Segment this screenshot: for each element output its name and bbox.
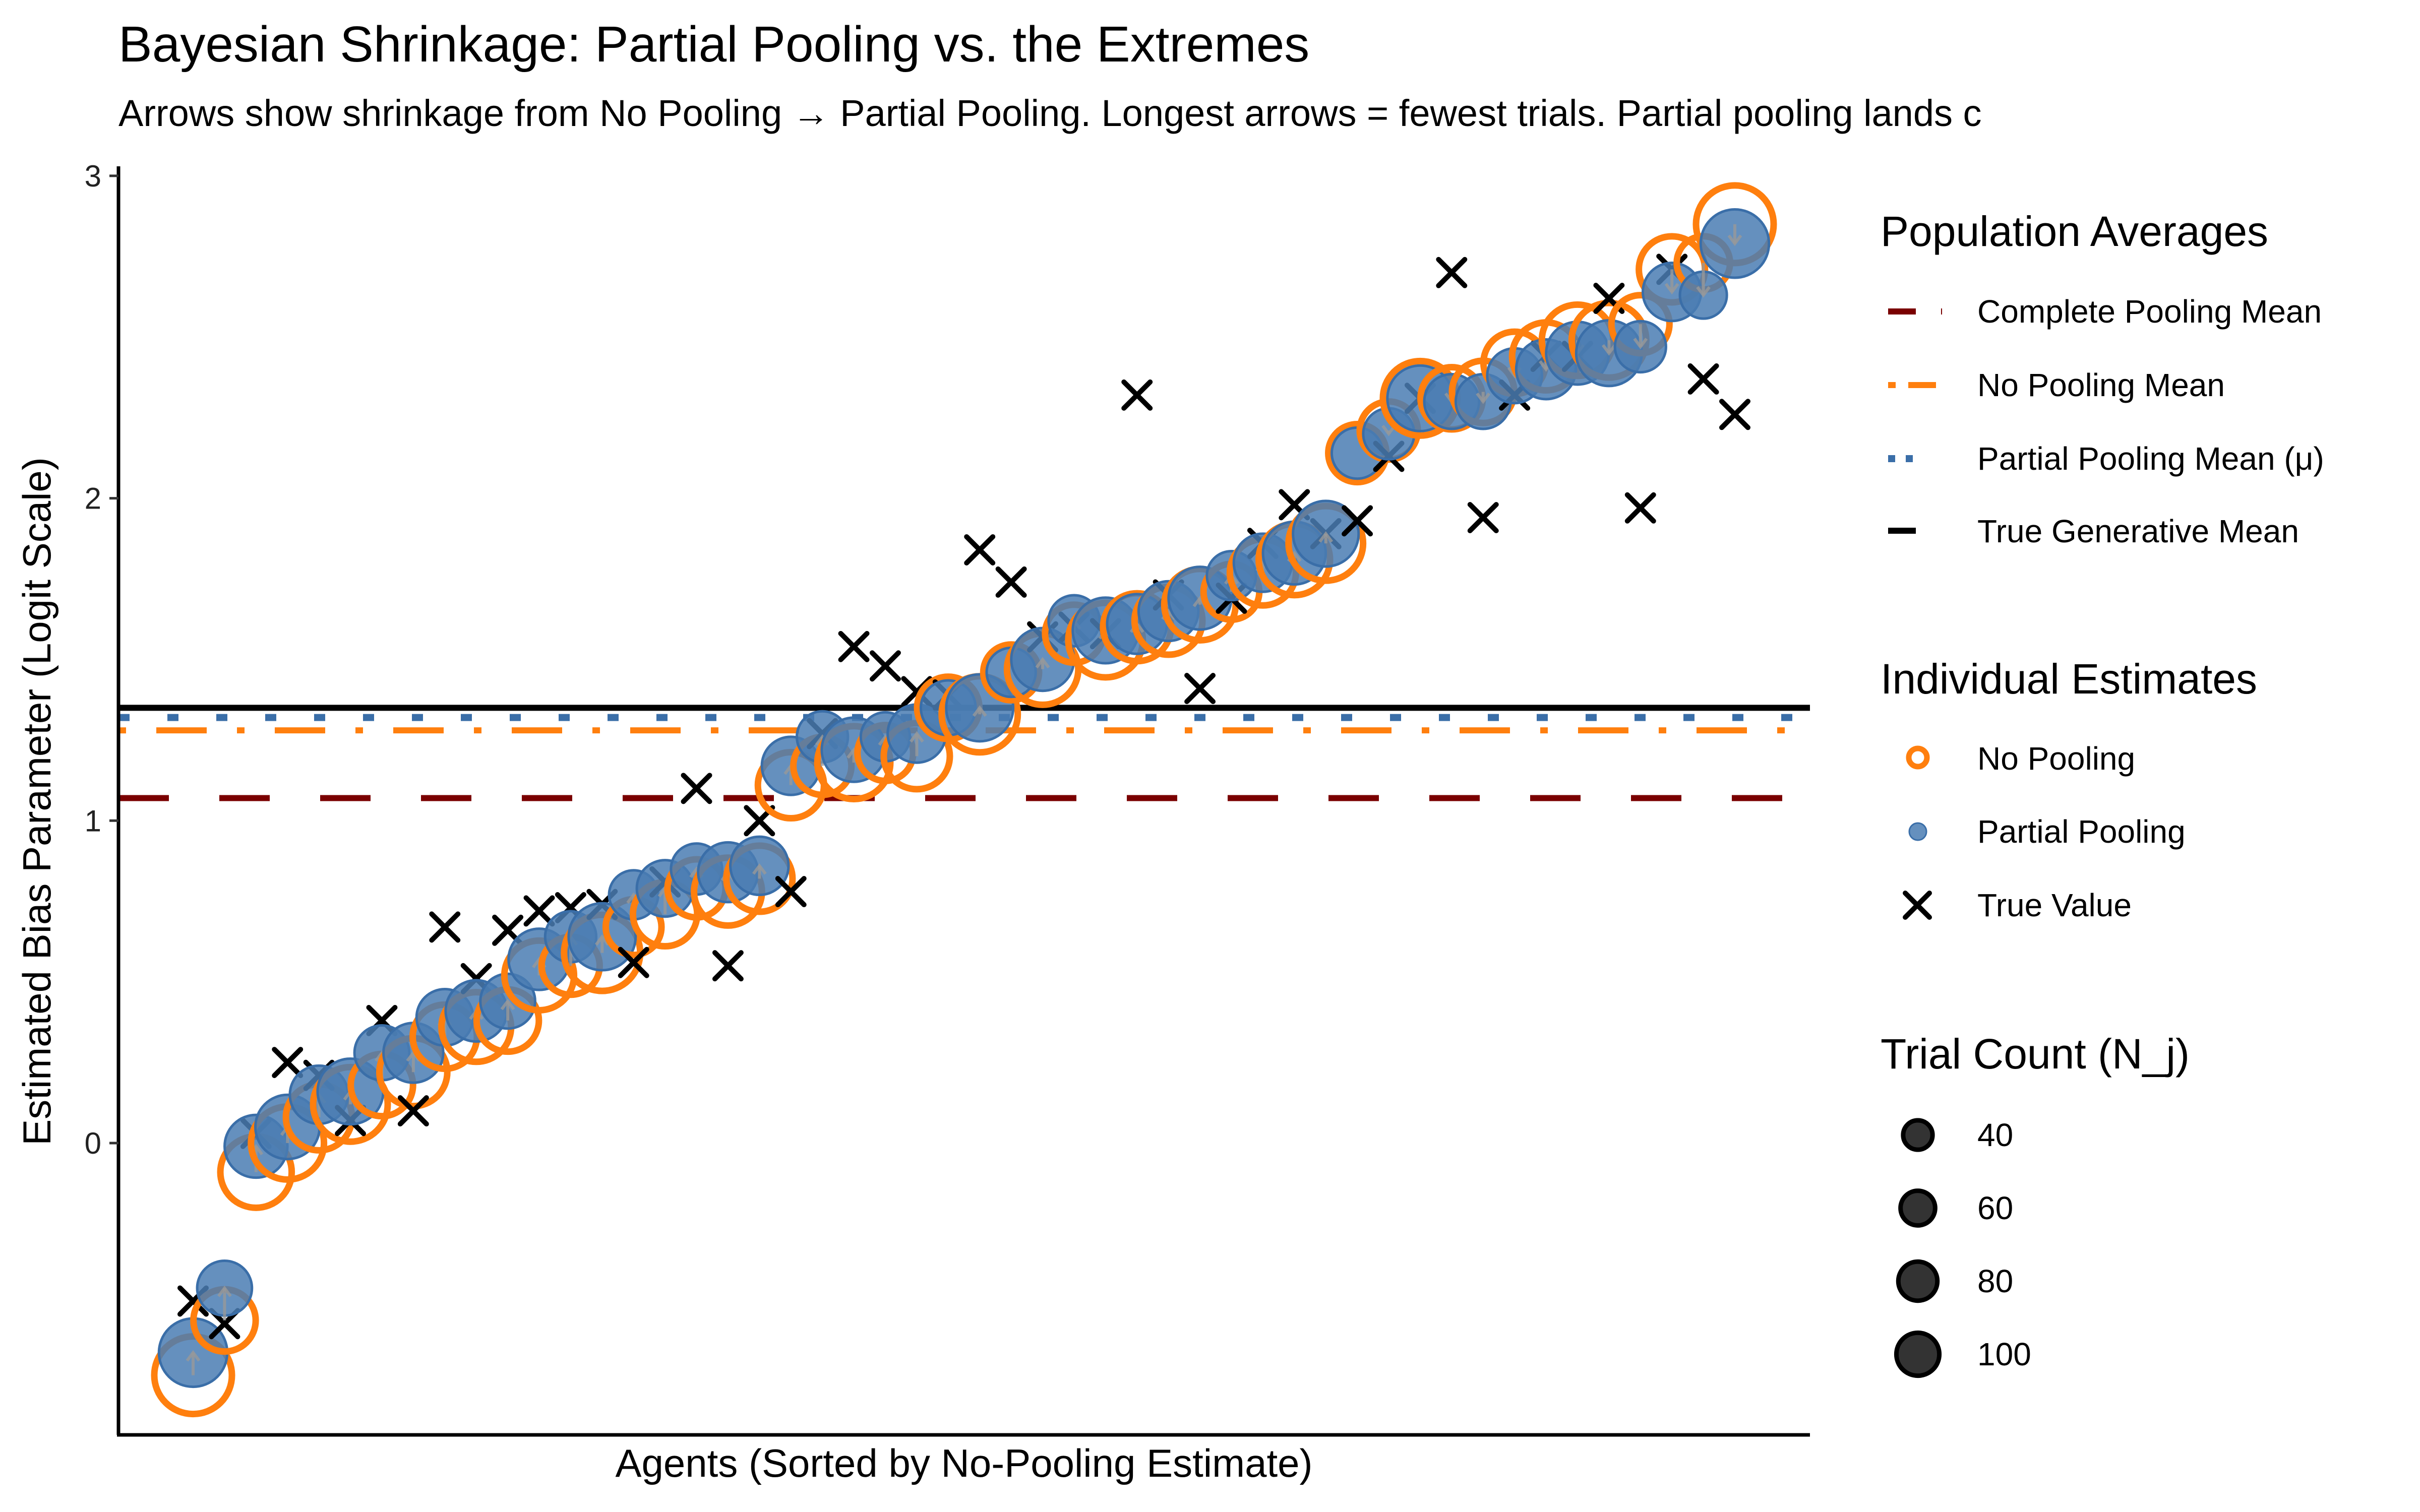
legend-label: No Pooling Mean [1977,367,2225,403]
true-value-point [523,895,555,927]
shrinkage-arrowhead [1633,338,1648,349]
true-value-point [964,534,996,565]
legend-label: Complete Pooling Mean [1977,293,2322,330]
shrinkage-arrowhead [1727,234,1742,246]
shrinkage-arrowhead [1601,344,1616,356]
legend-item-true-value: True Value [1903,887,2132,923]
shrinkage-arrowhead [1318,531,1334,543]
shrinkage-arrowhead [1381,424,1396,436]
legend-label: Partial Pooling Mean (μ) [1977,440,2324,477]
shrinkage-arrowhead [1035,657,1050,669]
shrinkage-arrowhead [909,731,924,743]
legend-label: True Value [1977,887,2132,923]
legend-item-complete-pooling-mean: Complete Pooling Mean [1888,293,2322,330]
size-legend-circle [1894,1330,1942,1378]
size-legend-circle [1896,1259,1940,1303]
shrinkage-arrowhead [972,705,987,717]
true-value-point [1342,505,1373,537]
true-value-point [1467,501,1499,533]
shrinkage-arrowhead [594,934,610,946]
shrinkage-arrowhead [186,1350,201,1362]
legend-title: Population Averages [1881,208,2268,255]
legend-item-no-pooling: No Pooling [1906,740,2135,777]
shrinkage-arrowhead [752,863,767,875]
agent-group [1608,292,1673,524]
true-value-point [995,566,1027,598]
shrinkage-arrowhead [500,998,515,1011]
size-legend-circle [1898,1188,1938,1228]
filled-circle-icon [1908,822,1927,841]
true-value-point [775,876,807,908]
legend-item-partial-pooling: Partial Pooling [1908,813,2186,850]
dotted-line-swatch-icon [1888,455,1895,462]
size-legend-circle [1901,1118,1935,1152]
y-axis-ticks: 0 1 2 3 [85,159,118,1160]
legend-trial-count: Trial Count (N_j) 40 60 80 100 [1881,1030,2190,1378]
shrinkage-arrowhead [1696,286,1711,298]
legend-title: Individual Estimates [1881,655,2257,703]
size-legend-label: 40 [1977,1117,2013,1153]
shrinkage-arrowhead [1476,392,1491,404]
agent-group [723,805,796,915]
size-legend-label: 100 [1977,1336,2031,1372]
cross-icon [1903,891,1932,920]
legend-title: Trial Count (N_j) [1881,1030,2190,1078]
agent-group [1285,499,1367,584]
true-value-point [1687,363,1719,395]
agent-group [190,1259,259,1355]
chart-title: Bayesian Shrinkage: Partial Pooling vs. … [118,16,1309,73]
true-value-point [397,1095,429,1127]
y-tick-label: 2 [85,482,101,516]
open-circle-icon [1906,745,1930,770]
shrinkage-arrowhead [1664,283,1679,295]
size-legend-label: 60 [1977,1190,2013,1226]
agent-group [1692,182,1777,430]
legend-label: Partial Pooling [1977,813,2186,850]
true-value-point [618,947,649,978]
y-tick-label: 0 [85,1126,101,1160]
legend-label: No Pooling [1977,740,2135,777]
legend-population-averages: Population Averages Complete Pooling Mea… [1881,208,2324,549]
legend-item-true-generative-mean: True Generative Mean [1888,513,2299,549]
legend-label: True Generative Mean [1977,513,2299,549]
y-tick-label: 3 [85,159,101,193]
true-value-point [1624,492,1656,524]
chart-subtitle: Arrows show shrinkage from No Pooling → … [118,92,1982,134]
true-value-point [869,650,901,682]
y-tick-label: 1 [85,804,101,838]
true-value-point [838,631,870,662]
true-value-point [1436,257,1468,288]
legend-individual-estimates: Individual Estimates No Pooling Partial … [1881,655,2257,923]
size-legend-items: 40 60 80 100 [1894,1117,2031,1378]
true-value-point [272,1047,304,1079]
true-value-point [1121,379,1153,411]
dotted-line-swatch-icon-dot [1906,455,1913,462]
x-axis-title: Agents (Sorted by No-Pooling Estimate) [616,1441,1313,1485]
size-legend-label: 80 [1977,1263,2013,1299]
shrinkage-arrowhead [217,1285,232,1297]
true-value-point [681,773,712,804]
true-value-point [712,950,744,982]
y-axis-title: Estimated Bias Parameter (Logit Scale) [15,457,59,1146]
true-value-point [1184,673,1216,705]
true-value-point [1719,399,1750,430]
plot-area [118,182,1810,1418]
legend-item-partial-pooling-mean: Partial Pooling Mean (μ) [1888,440,2324,477]
true-value-point [429,911,461,943]
legend-item-no-pooling-mean: No Pooling Mean [1888,367,2225,403]
